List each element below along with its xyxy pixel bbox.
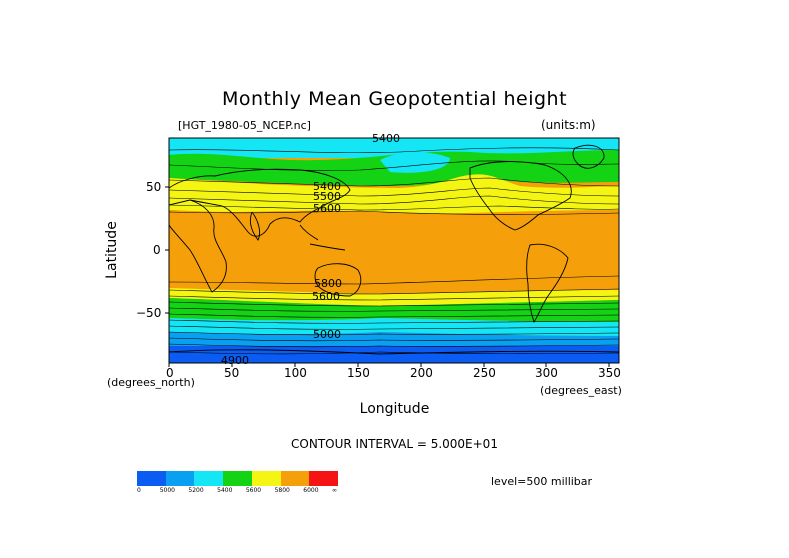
x-tick-label: 250 <box>473 366 496 380</box>
band-yellow-north <box>169 174 619 214</box>
legend-swatch <box>165 471 195 486</box>
contour-label: 5400 <box>313 180 341 193</box>
cyan-pool-pacific <box>380 152 450 173</box>
x-tick-label: 100 <box>284 366 307 380</box>
file-label: [HGT_1980-05_NCEP.nc] <box>178 119 311 132</box>
contour-label: 5400 <box>372 132 400 145</box>
contour-interval-label: CONTOUR INTERVAL = 5.000E+01 <box>291 437 498 451</box>
legend-swatch <box>194 471 224 486</box>
contour-label: 5600 <box>312 290 340 303</box>
map-title: Monthly Mean Geopotential height <box>221 88 568 110</box>
legend-label: 5800 <box>274 487 290 494</box>
y-tick-label: 0 <box>153 243 161 257</box>
x-tick-label: 150 <box>347 366 370 380</box>
x-tick-label: 350 <box>598 366 621 380</box>
y-tick-label: 50 <box>146 180 162 194</box>
legend-color-bar <box>137 471 339 486</box>
legend-swatch <box>280 471 310 486</box>
x-tick-label: 300 <box>535 366 558 380</box>
band-orange-mid <box>169 210 619 224</box>
legend-label: 5200 <box>188 487 204 494</box>
band-cyan-north <box>169 138 619 158</box>
x-tick-label: 50 <box>224 366 240 380</box>
band-lightblue-south <box>169 332 619 350</box>
contour-label-group: 5400 4900 5800 5400 5500 5600 5000 5600 <box>221 132 400 367</box>
legend-swatch <box>223 471 252 486</box>
legend-label: 0 <box>137 487 141 494</box>
x-axis-label: Longitude <box>359 401 430 417</box>
legend-swatch <box>309 471 339 486</box>
y-axis-label: Latitude <box>104 221 120 279</box>
x-unit-label-right: (degrees_east) <box>540 384 622 397</box>
y-tick-label: −50 <box>136 306 162 320</box>
legend-label: 5600 <box>245 487 262 494</box>
level-label: level=500 millibar <box>491 475 593 488</box>
units-label: (units:m) <box>541 118 596 132</box>
legend-label: 5000 <box>159 487 175 494</box>
color-legend: 0 5000 5200 5400 5600 5800 6000 ∞ <box>137 471 339 497</box>
legend-swatch <box>251 471 281 486</box>
contour-label: 5600 <box>313 202 341 215</box>
coastlines <box>169 144 619 355</box>
contour-lines <box>169 147 619 355</box>
contour-label: 5800 <box>314 277 342 290</box>
tick-marks <box>165 186 610 367</box>
x-tick-label: 200 <box>410 366 433 380</box>
contour-label: 5000 <box>313 328 341 341</box>
legend-label: ∞ <box>332 487 337 494</box>
legend-swatch <box>137 471 166 486</box>
x-tick-label: 0 <box>166 366 174 380</box>
x-unit-label: (degrees_north) <box>107 376 195 389</box>
contour-label: 5500 <box>313 190 341 203</box>
legend-label: 5400 <box>217 487 233 494</box>
legend-label: 6000 <box>303 487 319 494</box>
contour-label: 4900 <box>221 354 249 367</box>
legend-labels: 0 5000 5200 5400 5600 5800 6000 ∞ <box>137 487 338 496</box>
band-yellow-south <box>169 288 619 306</box>
